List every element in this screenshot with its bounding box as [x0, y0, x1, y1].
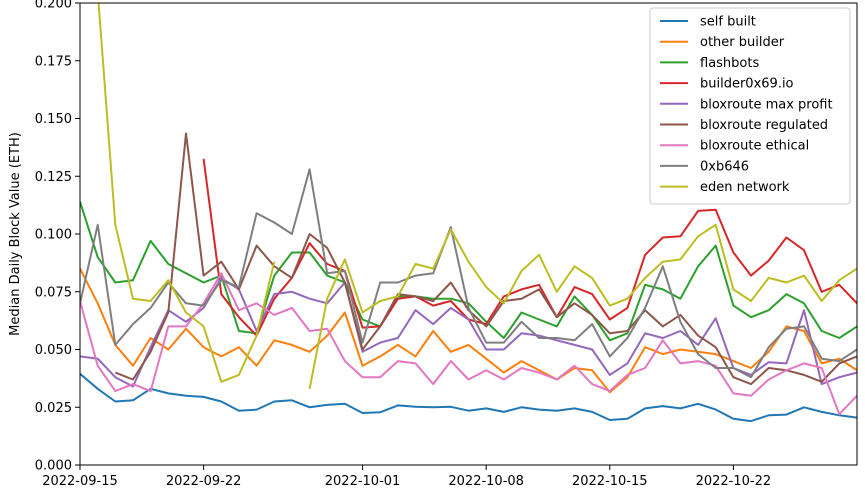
- legend-label-0xb646: 0xb646: [700, 159, 749, 174]
- y-tick-label: 0.200: [35, 0, 72, 12]
- x-tick-label: 2022-10-08: [448, 474, 524, 488]
- series-line-0xb646: [80, 168, 857, 379]
- y-tick-label: 0.150: [35, 112, 72, 127]
- legend-label-self-built: self built: [700, 15, 756, 30]
- y-tick-label: 0.125: [35, 170, 72, 185]
- legend-label-bloxroute-ethical: bloxroute ethical: [700, 139, 809, 154]
- legend-label-bloxroute-max-profit: bloxroute max profit: [700, 97, 833, 112]
- x-tick-label: 2022-10-15: [572, 474, 648, 488]
- series-line-bloxroute-ethical: [80, 272, 857, 416]
- series-line-eden-network: [97, 3, 857, 389]
- series-line-builder0x69-io: [202, 158, 857, 337]
- legend-label-flashbots: flashbots: [700, 56, 759, 71]
- legend-label-other-builder: other builder: [700, 35, 785, 50]
- x-tick-label: 2022-10-01: [325, 474, 401, 488]
- series-line-self-built: [80, 373, 857, 423]
- y-axis: 0.000 0.025 0.050 0.075 0.100 0.125 0.150 0.175…: [35, 0, 80, 474]
- y-tick-label: 0.000: [35, 459, 72, 474]
- legend-label-eden-network: eden network: [700, 180, 790, 195]
- x-axis: 2022-09-15 2022-09-22 2022-10-01 2022-10-08…: [42, 465, 771, 488]
- y-tick-label: 0.050: [35, 343, 72, 358]
- x-tick-label: 2022-10-22: [696, 474, 772, 488]
- y-tick-label: 0.175: [35, 54, 72, 69]
- series-lines: [80, 3, 857, 423]
- legend-box: [649, 7, 851, 205]
- y-tick-label: 0.025: [35, 401, 72, 416]
- x-tick-label: 2022-09-15: [42, 474, 118, 488]
- x-tick-label: 2022-09-22: [166, 474, 242, 488]
- series-line-bloxroute-regulated: [114, 132, 857, 386]
- legend-label-builder0x69-io: builder0x69.io: [700, 77, 794, 92]
- series-line-other-builder: [80, 268, 857, 394]
- legend-label-bloxroute-regulated: bloxroute regulated: [700, 118, 828, 133]
- y-axis-label: Median Daily Block Value (ETH): [8, 132, 23, 336]
- y-tick-label: 0.075: [35, 285, 72, 300]
- y-tick-label: 0.100: [35, 228, 72, 243]
- legend: self built other builder flashbots builder0…: [649, 7, 851, 205]
